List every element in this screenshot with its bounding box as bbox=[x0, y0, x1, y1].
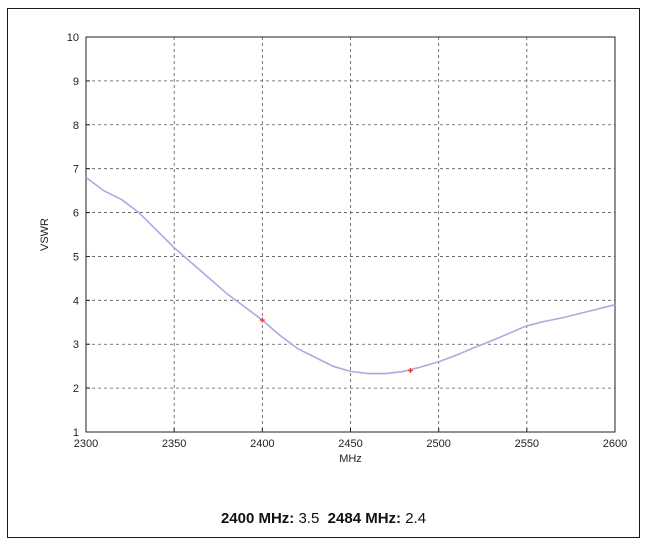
caption-label-2484: 2484 MHz: bbox=[327, 510, 402, 527]
y-axis-ticks: 1 2 3 4 5 6 7 8 9 10 bbox=[67, 32, 90, 439]
caption-value-2484: 2.4 bbox=[405, 510, 427, 527]
x-tick-label: 2450 bbox=[338, 438, 362, 450]
y-tick-label: 7 bbox=[73, 164, 79, 176]
y-tick-label: 4 bbox=[73, 295, 79, 307]
series-line bbox=[85, 176, 616, 375]
x-axis-label: MHz bbox=[339, 453, 362, 465]
x-tick-label: 2600 bbox=[603, 438, 627, 450]
caption: 2400 MHz: 3.5 2484 MHz: 2.4 bbox=[0, 510, 647, 527]
x-tick-label: 2550 bbox=[515, 438, 539, 450]
y-tick-label: 10 bbox=[67, 32, 79, 44]
caption-label-2400: 2400 MHz: bbox=[220, 510, 295, 527]
x-tick-label: 2500 bbox=[426, 438, 450, 450]
x-tick-label: 2350 bbox=[162, 438, 186, 450]
y-axis-label: VSWR bbox=[39, 218, 51, 251]
x-tick-label: 2300 bbox=[74, 438, 98, 450]
y-tick-label: 5 bbox=[73, 251, 79, 263]
y-tick-label: 6 bbox=[73, 208, 79, 220]
y-tick-label: 8 bbox=[73, 120, 79, 132]
caption-value-2400: 3.5 bbox=[298, 510, 320, 527]
markers bbox=[259, 317, 413, 374]
x-tick-label: 2400 bbox=[250, 438, 274, 450]
y-tick-label: 2 bbox=[73, 383, 79, 395]
marker-point bbox=[407, 368, 413, 374]
y-tick-label: 3 bbox=[73, 339, 79, 351]
y-tick-label: 1 bbox=[73, 427, 79, 439]
x-axis-ticks: 2300 2350 2400 2450 2500 2550 2600 bbox=[74, 428, 627, 450]
figure-frame bbox=[7, 8, 640, 538]
y-tick-label: 9 bbox=[73, 76, 79, 88]
marker-point bbox=[259, 317, 265, 323]
grid bbox=[86, 37, 615, 432]
plot-area bbox=[85, 36, 616, 433]
